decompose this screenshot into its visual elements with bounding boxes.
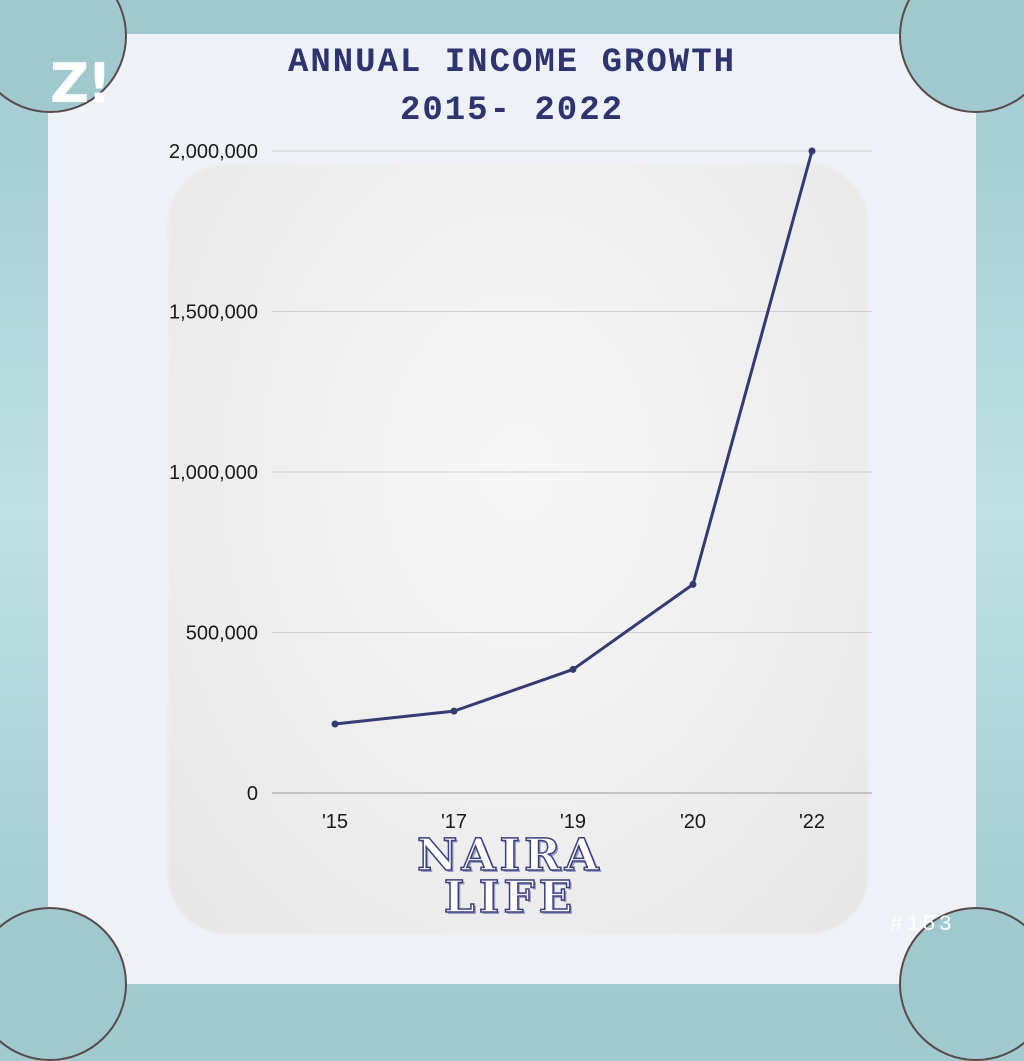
y-tick-label: 500,000 xyxy=(186,623,258,645)
x-tick-label: '15 xyxy=(322,811,348,833)
logo: Z! xyxy=(50,52,112,115)
y-tick-label: 2,000,000 xyxy=(169,141,258,163)
brand-name-line1: NAIRA xyxy=(416,829,603,882)
x-tick-label: '17 xyxy=(441,811,467,833)
data-point xyxy=(569,665,577,673)
data-point xyxy=(808,147,816,155)
x-tick-label: '20 xyxy=(680,811,706,833)
chart-title-line1: ANNUAL INCOME GROWTH xyxy=(287,44,737,82)
chart-title-line2: 2015- 2022 xyxy=(399,92,625,130)
series-line xyxy=(334,150,814,726)
decorative-frame xyxy=(48,34,976,984)
x-tick-label: '19 xyxy=(560,811,586,833)
data-point xyxy=(331,720,339,728)
y-tick-label: 0 xyxy=(247,783,258,805)
paper-texture xyxy=(168,164,868,934)
y-tick-label: 1,000,000 xyxy=(169,462,258,484)
data-point xyxy=(450,707,458,715)
y-tick-label: 1,500,000 xyxy=(169,302,258,324)
brand-name-line2: LIFE xyxy=(443,871,577,924)
data-point xyxy=(689,580,697,588)
line-chart: 0 500,000 1,000,000 1,500,000 2,000,000 '15 '1… xyxy=(169,141,872,833)
issue-number: #153 xyxy=(890,912,955,937)
x-tick-label: '22 xyxy=(799,811,825,833)
